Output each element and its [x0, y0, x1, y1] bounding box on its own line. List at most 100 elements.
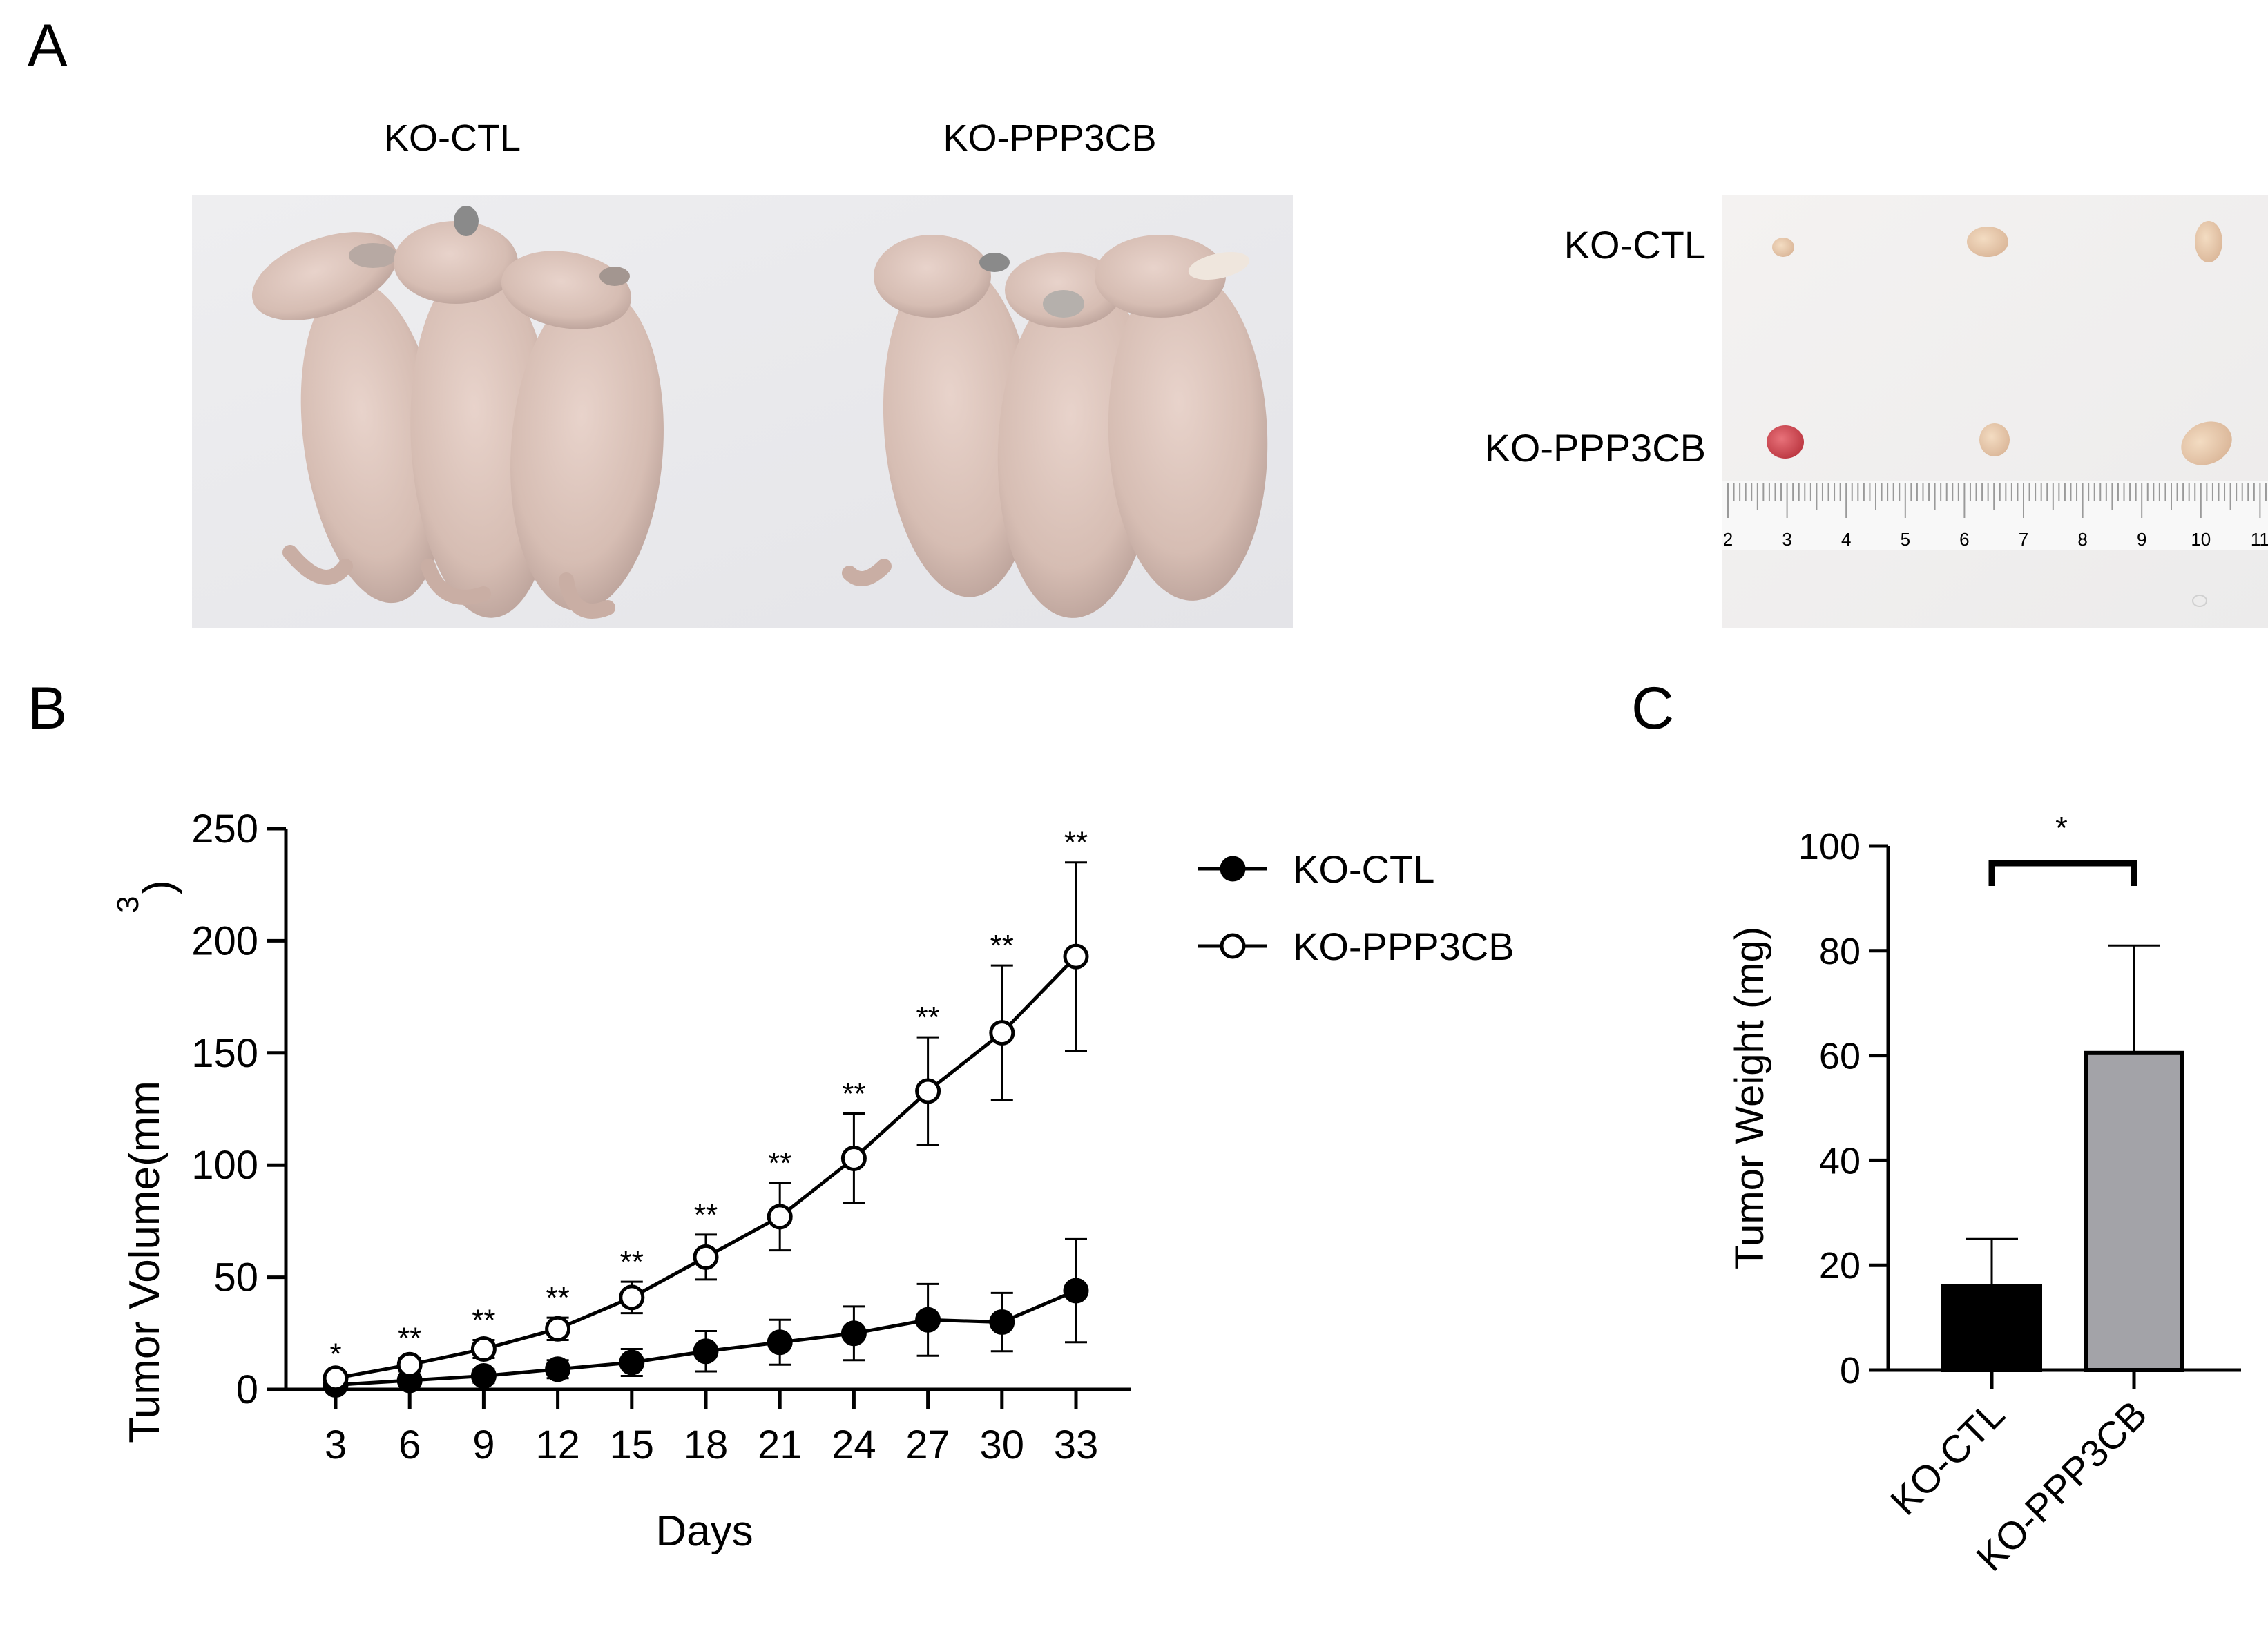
- panel-c-label: C: [1631, 675, 1674, 742]
- tumor-ko-ctl-2: [1967, 227, 2008, 257]
- line-chart-x-tick-label: 30: [980, 1423, 1025, 1467]
- data-point-ko-ppp3cb: [767, 1204, 793, 1230]
- ruler-number: 6: [1959, 529, 1969, 550]
- series-ko-ctl: [323, 1237, 1089, 1398]
- bar-chart-axes: [1886, 846, 2241, 1372]
- data-point-ko-ppp3cb: [396, 1351, 423, 1378]
- significance-mark: **: [768, 1146, 791, 1180]
- line-chart-x-tick-label: 27: [905, 1423, 950, 1467]
- legend-marker-ko-ctl: [1220, 856, 1246, 882]
- ruler-number: 7: [2019, 529, 2028, 550]
- data-point-ko-ctl: [767, 1329, 793, 1356]
- panel-a-label: A: [28, 12, 68, 79]
- bar-chart-y-tick-label: 80: [1819, 931, 1861, 972]
- bar-chart-y-tick-label: 60: [1819, 1036, 1861, 1077]
- line-chart-y-axis-title-superscript: 3: [111, 896, 145, 913]
- tumor-ko-ctl-3: [2195, 221, 2222, 262]
- tumor-ko-ppp3cb-2: [1979, 423, 2010, 456]
- mouse-ko-ppp3cb-1: [842, 235, 1037, 597]
- data-point-ko-ppp3cb: [619, 1284, 645, 1311]
- bar-ko-ctl: [1941, 1284, 2042, 1373]
- significance-bracket: [1988, 860, 2137, 886]
- ruler-number: 3: [1782, 529, 1791, 550]
- line-chart-y-axis-title: Tumor Volume(mm 3 ): [111, 880, 182, 1443]
- legend-item-ko-ctl: KO-CTL: [1198, 847, 1434, 891]
- line-chart-y-tick-label: 100: [191, 1143, 258, 1188]
- line-chart-axes: [284, 829, 1131, 1391]
- bar-chart-significance: *: [1988, 810, 2137, 886]
- legend-marker-ko-ppp3cb: [1220, 933, 1246, 959]
- significance-mark: **: [472, 1304, 495, 1338]
- line-chart-x-tick-label: 21: [758, 1423, 803, 1467]
- mouse-group-label-ko-ppp3cb: KO-PPP3CB: [943, 117, 1156, 159]
- tumor-ko-ppp3cb-3: [2181, 421, 2232, 465]
- significance-mark: **: [694, 1198, 718, 1232]
- data-point-ko-ctl: [693, 1338, 719, 1365]
- ruler: 2 3 4 5 6 7 8 9 10 11: [1722, 481, 2268, 550]
- bar-chart-y-tick-label: 40: [1819, 1140, 1861, 1182]
- line-chart-y-tick-label: 50: [213, 1255, 258, 1300]
- bar-category-label-ko-ctl: KO-CTL: [1882, 1392, 2013, 1523]
- line-chart-x-tick-label: 6: [398, 1423, 421, 1467]
- data-point-ko-ppp3cb: [323, 1365, 349, 1391]
- significance-star: *: [2055, 810, 2068, 846]
- significance-mark: **: [620, 1245, 644, 1279]
- line-chart-x-tick-label: 15: [610, 1423, 655, 1467]
- bar-chart-y-tick-label: 100: [1798, 826, 1861, 867]
- tumor-row-label-ko-ctl: KO-CTL: [1564, 223, 1706, 267]
- data-point-ko-ppp3cb: [545, 1316, 571, 1342]
- line-chart-x-tick-label: 24: [832, 1423, 876, 1467]
- data-point-ko-ppp3cb: [840, 1145, 867, 1171]
- line-chart-legend: KO-CTL KO-PPP3CB: [1198, 847, 1515, 968]
- bar-ko-ppp3cb: [2084, 1050, 2184, 1373]
- significance-mark: *: [329, 1337, 341, 1371]
- line-chart-y-tick-label: 0: [236, 1367, 258, 1412]
- ruler-number: 2: [1723, 529, 1733, 550]
- series-line-ko-ppp3cb: [335, 955, 1077, 1380]
- ruler-number: 9: [2137, 529, 2146, 550]
- tumor-ko-ctl-1: [1772, 238, 1794, 257]
- data-point-ko-ctl: [619, 1349, 645, 1376]
- data-point-ko-ppp3cb: [989, 1020, 1015, 1046]
- line-chart-x-axis-title: Days: [655, 1507, 753, 1555]
- mouse-ko-ppp3cb-3: [1095, 235, 1268, 601]
- mouse-ko-ctl-3: [501, 251, 664, 619]
- significance-mark: **: [842, 1077, 865, 1110]
- significance-mark: **: [990, 929, 1014, 963]
- ruler-number: 8: [2077, 529, 2087, 550]
- data-point-ko-ppp3cb: [470, 1336, 497, 1362]
- data-point-ko-ctl: [470, 1363, 497, 1389]
- significance-mark: **: [1064, 826, 1088, 860]
- data-point-ko-ctl: [989, 1309, 1015, 1336]
- line-chart-x-tick-label: 18: [684, 1423, 729, 1467]
- data-point-ko-ppp3cb: [1063, 943, 1089, 970]
- line-chart-y-axis-title-close: ): [135, 880, 182, 894]
- line-chart-x-tick-label: 9: [472, 1423, 494, 1467]
- bar-chart-y-tick-label: 0: [1840, 1350, 1861, 1391]
- line-chart-y-axis-title-main: Tumor Volume(mm: [121, 1081, 169, 1443]
- legend-item-ko-ppp3cb: KO-PPP3CB: [1198, 925, 1515, 968]
- legend-label-ko-ctl: KO-CTL: [1293, 847, 1434, 891]
- data-point-ko-ctl: [915, 1307, 941, 1333]
- mouse-ko-ctl-1: [251, 232, 445, 604]
- panel-b-label: B: [28, 675, 67, 742]
- series-ko-ppp3cb: [323, 861, 1089, 1391]
- line-chart-x-tick-label: 12: [535, 1423, 580, 1467]
- data-point-ko-ctl: [545, 1356, 571, 1382]
- line-chart-y-tick-label: 200: [191, 918, 258, 963]
- ruler-number: 5: [1901, 529, 1910, 550]
- bar-chart-y-axis-title: Tumor Weight (mg): [1727, 927, 1772, 1269]
- mouse-group-label-ko-ctl: KO-CTL: [384, 117, 521, 159]
- data-point-ko-ctl: [1063, 1278, 1089, 1304]
- line-chart-x-tick-label: 33: [1054, 1423, 1099, 1467]
- ruler-number: 4: [1841, 529, 1851, 550]
- significance-mark: **: [916, 1001, 939, 1034]
- tumor-ko-ppp3cb-1: [1767, 425, 1804, 459]
- data-point-ko-ppp3cb: [915, 1078, 941, 1104]
- ruler-number: 11: [2251, 529, 2268, 550]
- legend-label-ko-ppp3cb: KO-PPP3CB: [1293, 925, 1515, 968]
- tumor-row-label-ko-ppp3cb: KO-PPP3CB: [1484, 426, 1706, 470]
- mice-photograph: [192, 195, 1293, 628]
